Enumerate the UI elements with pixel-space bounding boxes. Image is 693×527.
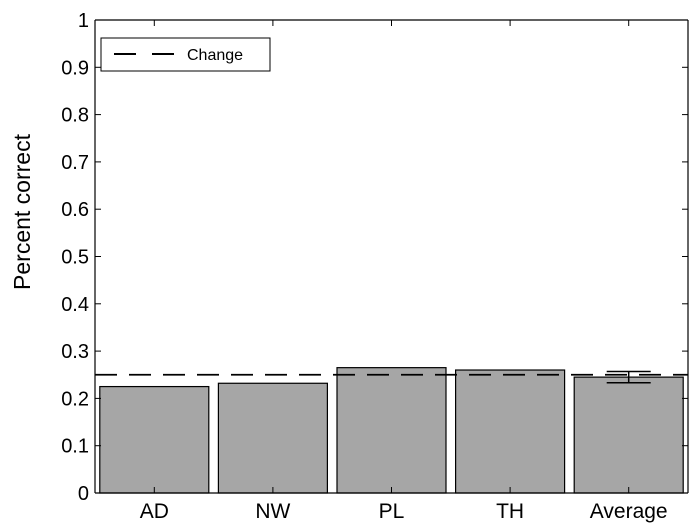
y-tick-label-0: 0 bbox=[78, 483, 89, 505]
legend-entry-change: Change bbox=[187, 47, 243, 64]
bar-th bbox=[455, 369, 566, 494]
axes-layer bbox=[94, 19, 689, 494]
x-tick-label-nw: NW bbox=[255, 500, 290, 523]
bar-pl bbox=[336, 367, 447, 494]
x-tick-label-ad: AD bbox=[140, 500, 169, 523]
x-tick-label-th: TH bbox=[496, 500, 524, 523]
bar-nw bbox=[217, 382, 328, 494]
y-tick-label-0.1: 0.1 bbox=[61, 436, 89, 458]
y-tick-label-0.2: 0.2 bbox=[61, 388, 89, 410]
bars-layer bbox=[99, 367, 684, 494]
legend: Change bbox=[100, 37, 271, 72]
labels-layer: AD NW PL TH Average 0 0.1 0.2 0.3 0.4 0.5 0.6 0.7 0.8… bbox=[61, 10, 667, 523]
y-tick-label-0.3: 0.3 bbox=[61, 341, 89, 363]
x-tick-label-pl: PL bbox=[379, 500, 405, 523]
bar-ad bbox=[99, 385, 210, 494]
bar-average bbox=[573, 376, 684, 494]
y-tick-label-0.5: 0.5 bbox=[61, 247, 89, 269]
y-tick-label-0.9: 0.9 bbox=[61, 57, 89, 79]
y-tick-label-0.7: 0.7 bbox=[61, 152, 89, 174]
y-tick-label-1: 1 bbox=[78, 10, 89, 32]
x-tick-label-average: Average bbox=[590, 500, 668, 523]
y-axis-label: Percent correct bbox=[9, 133, 35, 290]
y-tick-label-0.6: 0.6 bbox=[61, 199, 89, 221]
y-tick-label-0.8: 0.8 bbox=[61, 105, 89, 127]
y-tick-label-0.4: 0.4 bbox=[61, 294, 89, 316]
